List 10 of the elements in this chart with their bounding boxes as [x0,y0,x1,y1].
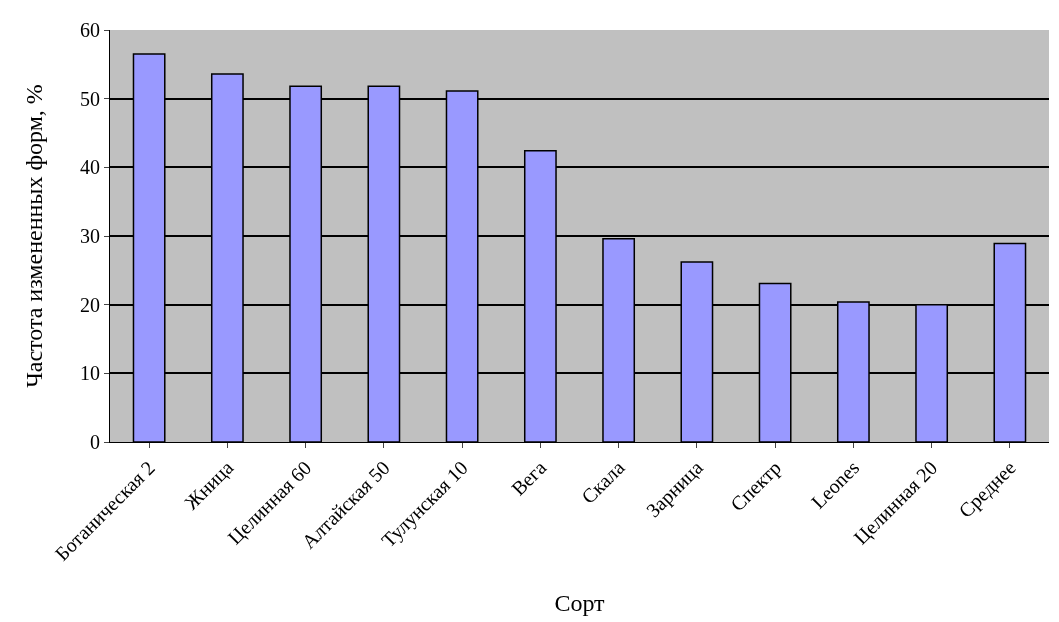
y-tick-label: 30 [80,225,100,247]
y-tick-label: 20 [80,293,100,316]
y-tick-label: 0 [90,431,100,453]
x-axis-title: Сорт [554,590,606,617]
y-axis-title: Частота измененных форм, % [21,84,48,388]
y-tick-label: 60 [80,19,100,41]
y-tick-label: 10 [80,362,100,385]
x-tick-label: Вега [506,456,551,500]
y-tick-label: 40 [80,156,100,179]
y-tick-label: 50 [80,87,100,110]
